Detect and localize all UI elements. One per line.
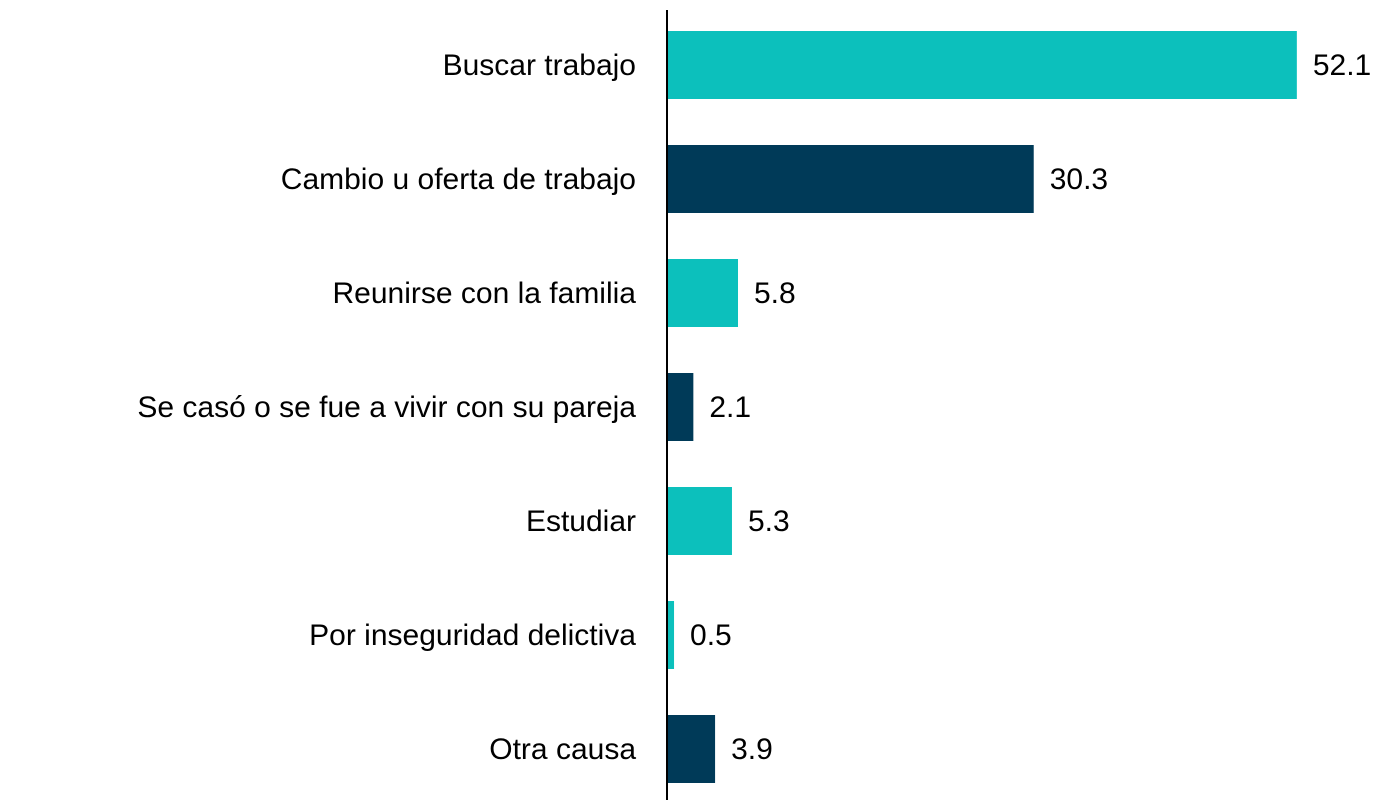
category-label: Buscar trabajo	[443, 49, 636, 82]
category-label: Reunirse con la familia	[333, 277, 637, 310]
category-label: Otra causa	[489, 733, 636, 766]
value-label: 2.1	[709, 391, 751, 424]
category-label: Estudiar	[526, 505, 636, 538]
value-label: 5.8	[754, 277, 796, 310]
bar	[668, 145, 1034, 213]
category-label: Se casó o se fue a vivir con su pareja	[137, 391, 636, 424]
bar	[668, 373, 694, 441]
value-label: 5.3	[748, 505, 790, 538]
bar	[668, 259, 739, 327]
bar	[668, 601, 675, 669]
category-label: Por inseguridad delictiva	[309, 619, 636, 652]
value-label: 0.5	[690, 619, 732, 652]
bar	[668, 715, 716, 783]
value-label: 3.9	[731, 733, 773, 766]
value-label: 30.3	[1050, 163, 1108, 196]
category-label: Cambio u oferta de trabajo	[281, 163, 636, 196]
bar	[668, 31, 1297, 99]
value-label: 52.1	[1313, 49, 1371, 82]
bar	[668, 487, 732, 555]
